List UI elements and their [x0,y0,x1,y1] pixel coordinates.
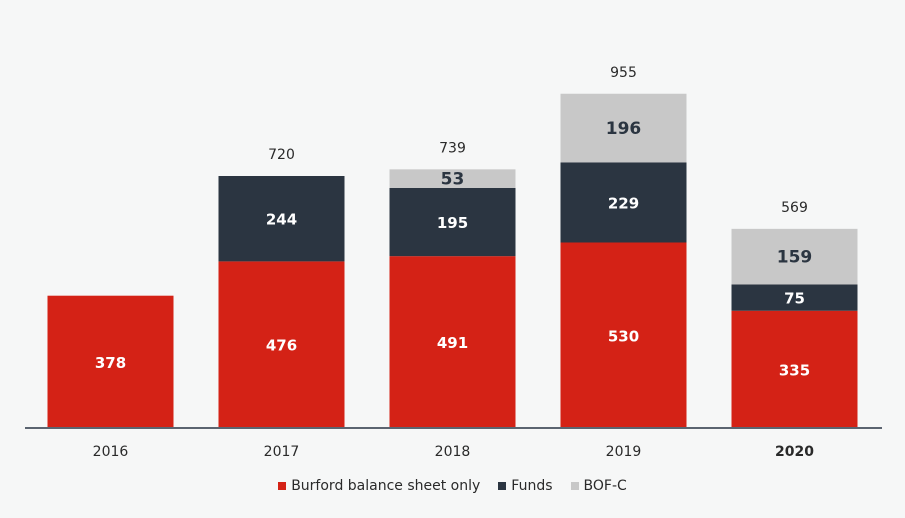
data-label-2019-2: 196 [606,119,642,139]
bar-segment-2019-1 [560,162,687,243]
bar-segment-2020-1 [731,284,858,311]
x-tick-label-2020: 2020 [775,444,814,460]
data-label-2018-1: 195 [437,214,468,232]
legend-item-bofc: BOF-C [570,478,627,494]
data-label-2020-1: 75 [784,290,805,308]
total-label-2018: 739 [439,140,466,156]
data-label-2018-0: 491 [437,334,468,352]
legend-label-funds: Funds [511,478,553,494]
x-tick-label-2019: 2019 [606,444,642,460]
x-tick-label-2018: 2018 [435,444,471,460]
data-label-2017-0: 476 [266,337,297,355]
data-label-2020-2: 159 [777,248,813,268]
bar-segment-2020-0 [731,310,858,428]
data-label-2016-0: 378 [95,354,126,372]
data-label-2019-1: 229 [608,194,639,212]
x-tick-label-2017: 2017 [264,444,300,460]
bar-segment-2019-2 [560,93,687,163]
legend-item-burford: Burford balance sheet only [278,478,480,494]
data-label-2020-0: 335 [779,361,810,379]
bar-segment-2017-1 [218,176,345,262]
total-label-2020: 569 [781,200,808,216]
legend-label-bofc: BOF-C [583,478,627,494]
bar-segment-2019-0 [560,242,687,428]
data-label-2018-2: 53 [441,170,465,190]
legend-swatch-burford [278,482,287,490]
x-tick-label-2016: 2016 [93,444,129,460]
legend-swatch-funds [498,482,507,490]
total-label-2019: 955 [610,65,637,81]
bar-segment-2020-2 [731,228,858,285]
chart-svg: 378 2016 476 244 720 2017 491 195 53 739 2018 530 22… [25,65,882,460]
bar-segment-2017-0 [218,261,345,428]
bar-segment-2016-0 [47,295,174,428]
bar-segment-2018-0 [389,256,516,428]
data-label-2017-1: 244 [266,211,297,229]
bar-segment-2018-2 [389,169,516,188]
data-label-2019-0: 530 [608,327,639,345]
bar-segment-2018-1 [389,187,516,257]
total-label-2017: 720 [268,147,295,163]
legend-label-burford: Burford balance sheet only [291,478,481,494]
legend-item-funds: Funds [498,478,553,494]
legend: Burford balance sheet only Funds BOF-C [0,478,905,494]
legend-swatch-bofc [570,482,579,490]
